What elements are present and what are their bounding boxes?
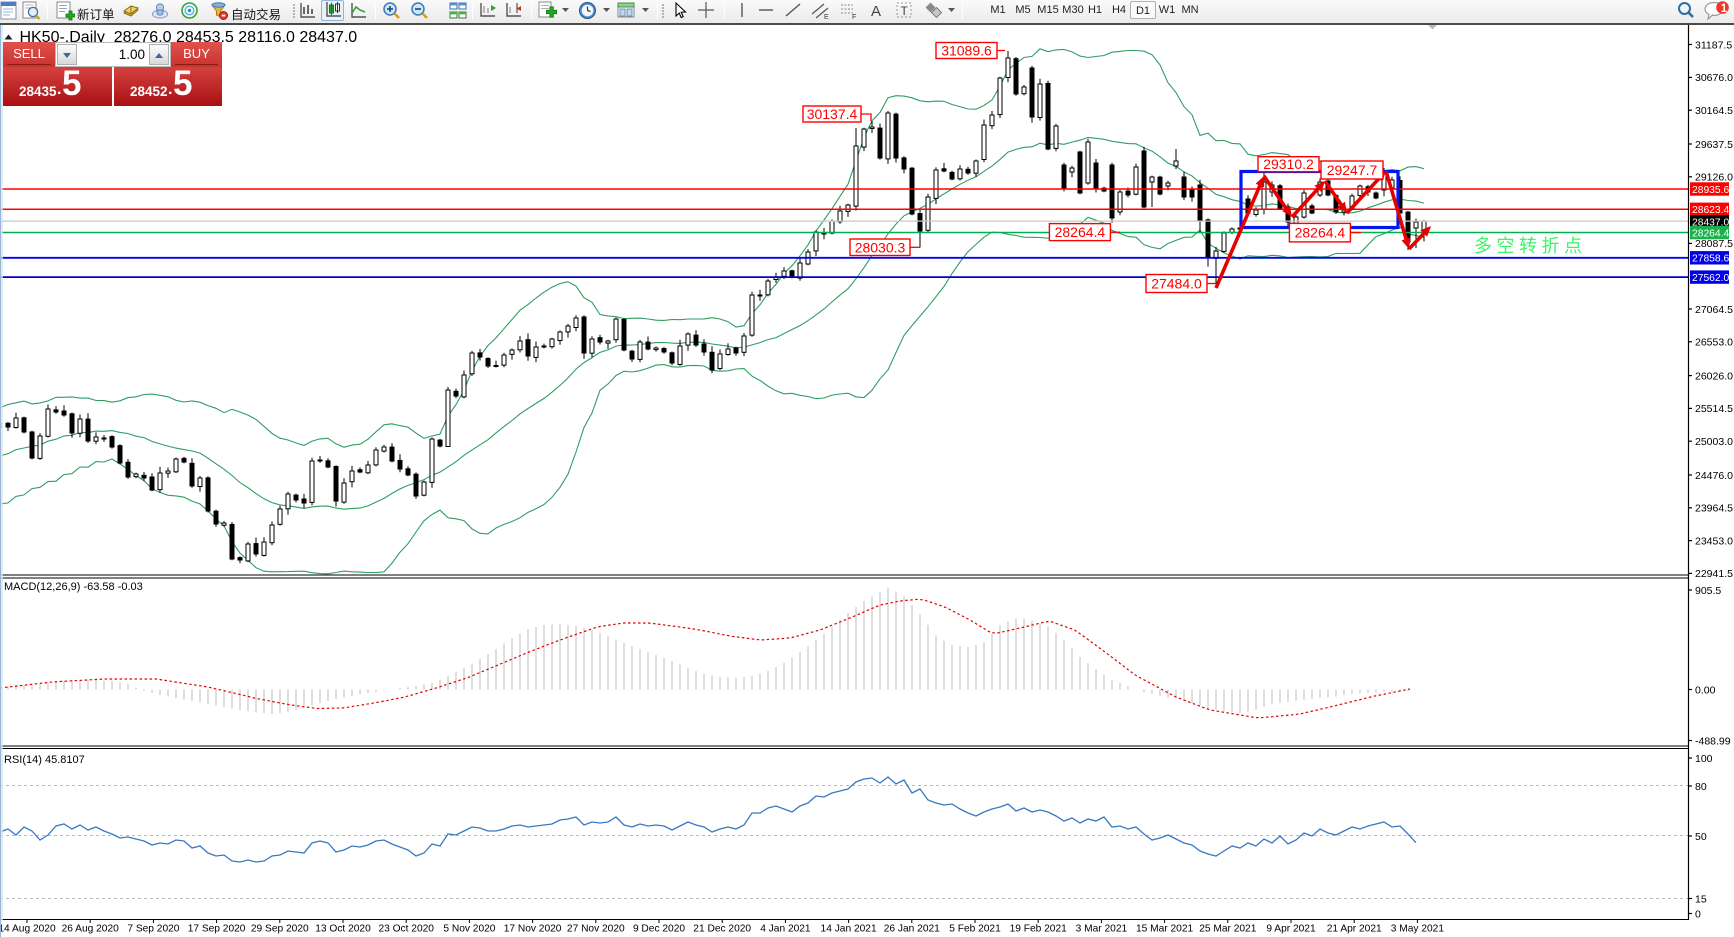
svg-text:29637.5: 29637.5 [1695,139,1733,151]
svg-text:28264.4: 28264.4 [1692,228,1729,239]
svg-text:28087.5: 28087.5 [1695,238,1733,250]
svg-text:28935.6: 28935.6 [1692,185,1729,196]
svg-text:29310.2: 29310.2 [1263,156,1314,172]
svg-text:0.00: 0.00 [1695,684,1716,696]
svg-text:17 Nov 2020: 17 Nov 2020 [504,924,562,935]
svg-text:80: 80 [1695,781,1707,793]
svg-text:29126.0: 29126.0 [1695,172,1733,184]
svg-text:1: 1 [1721,3,1728,15]
svg-text:5 Nov 2020: 5 Nov 2020 [443,924,495,935]
svg-text:30137.4: 30137.4 [807,106,858,122]
svg-text:26 Aug 2020: 26 Aug 2020 [62,924,120,935]
svg-text:5 Feb 2021: 5 Feb 2021 [949,924,1001,935]
svg-text:26 Jan 2021: 26 Jan 2021 [884,924,940,935]
svg-text:28264.4: 28264.4 [1295,225,1346,241]
svg-text:14 Jan 2021: 14 Jan 2021 [821,924,877,935]
svg-text:23 Oct 2020: 23 Oct 2020 [378,924,434,935]
svg-text:0: 0 [1695,908,1701,920]
svg-text:31089.6: 31089.6 [941,43,992,59]
svg-text:905.5: 905.5 [1695,585,1721,597]
svg-text:A: A [871,3,881,20]
svg-text:25 Mar 2021: 25 Mar 2021 [1199,924,1257,935]
svg-text:25514.5: 25514.5 [1695,403,1733,415]
svg-text:29247.7: 29247.7 [1327,162,1378,178]
svg-text:50: 50 [1695,831,1707,843]
svg-text:21 Apr 2021: 21 Apr 2021 [1327,924,1382,935]
svg-text:27858.6: 27858.6 [1692,254,1729,265]
svg-text:30676.0: 30676.0 [1695,72,1733,84]
svg-text:15 Mar 2021: 15 Mar 2021 [1136,924,1194,935]
svg-text:17 Sep 2020: 17 Sep 2020 [188,924,246,935]
svg-text:F: F [852,14,856,21]
svg-text:4 Jan 2021: 4 Jan 2021 [760,924,811,935]
svg-text:23453.0: 23453.0 [1695,535,1733,547]
svg-text:RSI(14) 45.8107: RSI(14) 45.8107 [4,754,85,766]
svg-text:19 Feb 2021: 19 Feb 2021 [1010,924,1068,935]
svg-text:15: 15 [1695,893,1707,905]
svg-text:7 Sep 2020: 7 Sep 2020 [127,924,179,935]
svg-text:-488.99: -488.99 [1695,735,1731,747]
svg-text:30164.5: 30164.5 [1695,105,1733,117]
svg-text:24476.0: 24476.0 [1695,470,1733,482]
svg-text:28437.0: 28437.0 [1692,218,1729,229]
svg-text:27 Nov 2020: 27 Nov 2020 [567,924,625,935]
svg-text:多空转折点: 多空转折点 [1474,236,1582,256]
svg-text:13 Oct 2020: 13 Oct 2020 [315,924,371,935]
svg-text:28264.4: 28264.4 [1055,224,1106,240]
svg-text:3 Mar 2021: 3 Mar 2021 [1076,924,1128,935]
svg-text:3 May 2021: 3 May 2021 [1391,924,1445,935]
svg-text:E: E [824,14,829,21]
svg-text:25003.0: 25003.0 [1695,436,1733,448]
svg-text:9 Apr 2021: 9 Apr 2021 [1266,924,1316,935]
svg-text:21 Dec 2020: 21 Dec 2020 [693,924,751,935]
svg-text:22941.5: 22941.5 [1695,568,1733,580]
svg-text:27484.0: 27484.0 [1151,276,1202,292]
svg-text:14 Aug 2020: 14 Aug 2020 [0,924,56,935]
svg-text:27562.0: 27562.0 [1692,273,1729,284]
svg-text:26553.0: 26553.0 [1695,337,1733,349]
svg-text:29 Sep 2020: 29 Sep 2020 [251,924,309,935]
svg-text:T: T [901,4,909,18]
svg-text:28623.4: 28623.4 [1692,205,1729,216]
svg-text:9 Dec 2020: 9 Dec 2020 [633,924,685,935]
svg-text:100: 100 [1695,753,1713,765]
svg-text:23964.5: 23964.5 [1695,503,1733,515]
svg-text:28030.3: 28030.3 [855,239,906,255]
svg-text:26026.0: 26026.0 [1695,370,1733,382]
svg-text:31187.5: 31187.5 [1695,39,1732,51]
svg-text:27064.5: 27064.5 [1695,304,1733,316]
svg-text:MACD(12,26,9) -63.58 -0.03: MACD(12,26,9) -63.58 -0.03 [4,581,143,593]
